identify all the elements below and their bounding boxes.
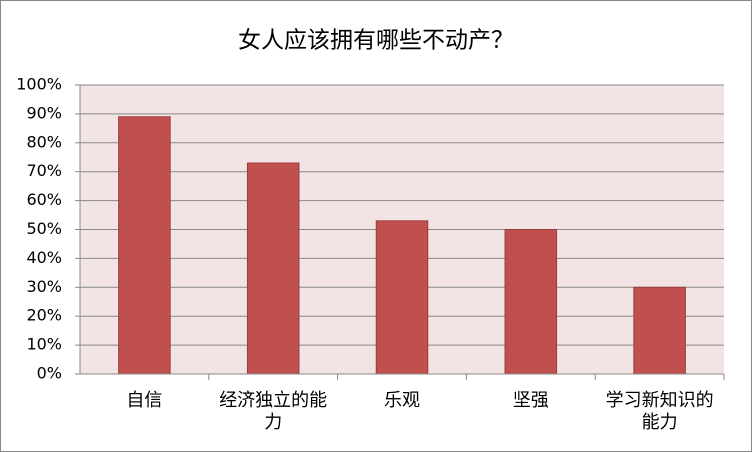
y-tick-label: 90% bbox=[26, 103, 62, 122]
y-tick-label: 40% bbox=[26, 248, 62, 267]
y-tick-label: 20% bbox=[26, 306, 62, 325]
y-tick-label: 70% bbox=[26, 161, 62, 180]
bar bbox=[118, 116, 171, 375]
x-tick-label: 自信 bbox=[126, 390, 163, 411]
y-tick-label: 10% bbox=[26, 335, 62, 354]
y-tick-label: 0% bbox=[37, 364, 62, 383]
bar bbox=[375, 220, 429, 375]
bar bbox=[504, 229, 558, 375]
x-tick-label: 乐观 bbox=[384, 390, 420, 411]
y-tick-label: 50% bbox=[26, 219, 62, 238]
x-tick-label: 学习新知识的能力 bbox=[605, 390, 714, 433]
x-tick-label: 坚强 bbox=[512, 390, 549, 411]
y-tick-label: 60% bbox=[26, 190, 62, 209]
bar bbox=[246, 162, 300, 375]
chart-title: 女人应该拥有哪些不动产？ bbox=[238, 28, 514, 54]
bar bbox=[633, 286, 686, 375]
x-tick-label: 经济独立的能力 bbox=[219, 390, 328, 433]
y-tick-label: 80% bbox=[26, 132, 62, 151]
y-tick-label: 30% bbox=[26, 277, 62, 296]
y-tick-label: 100% bbox=[16, 75, 62, 94]
